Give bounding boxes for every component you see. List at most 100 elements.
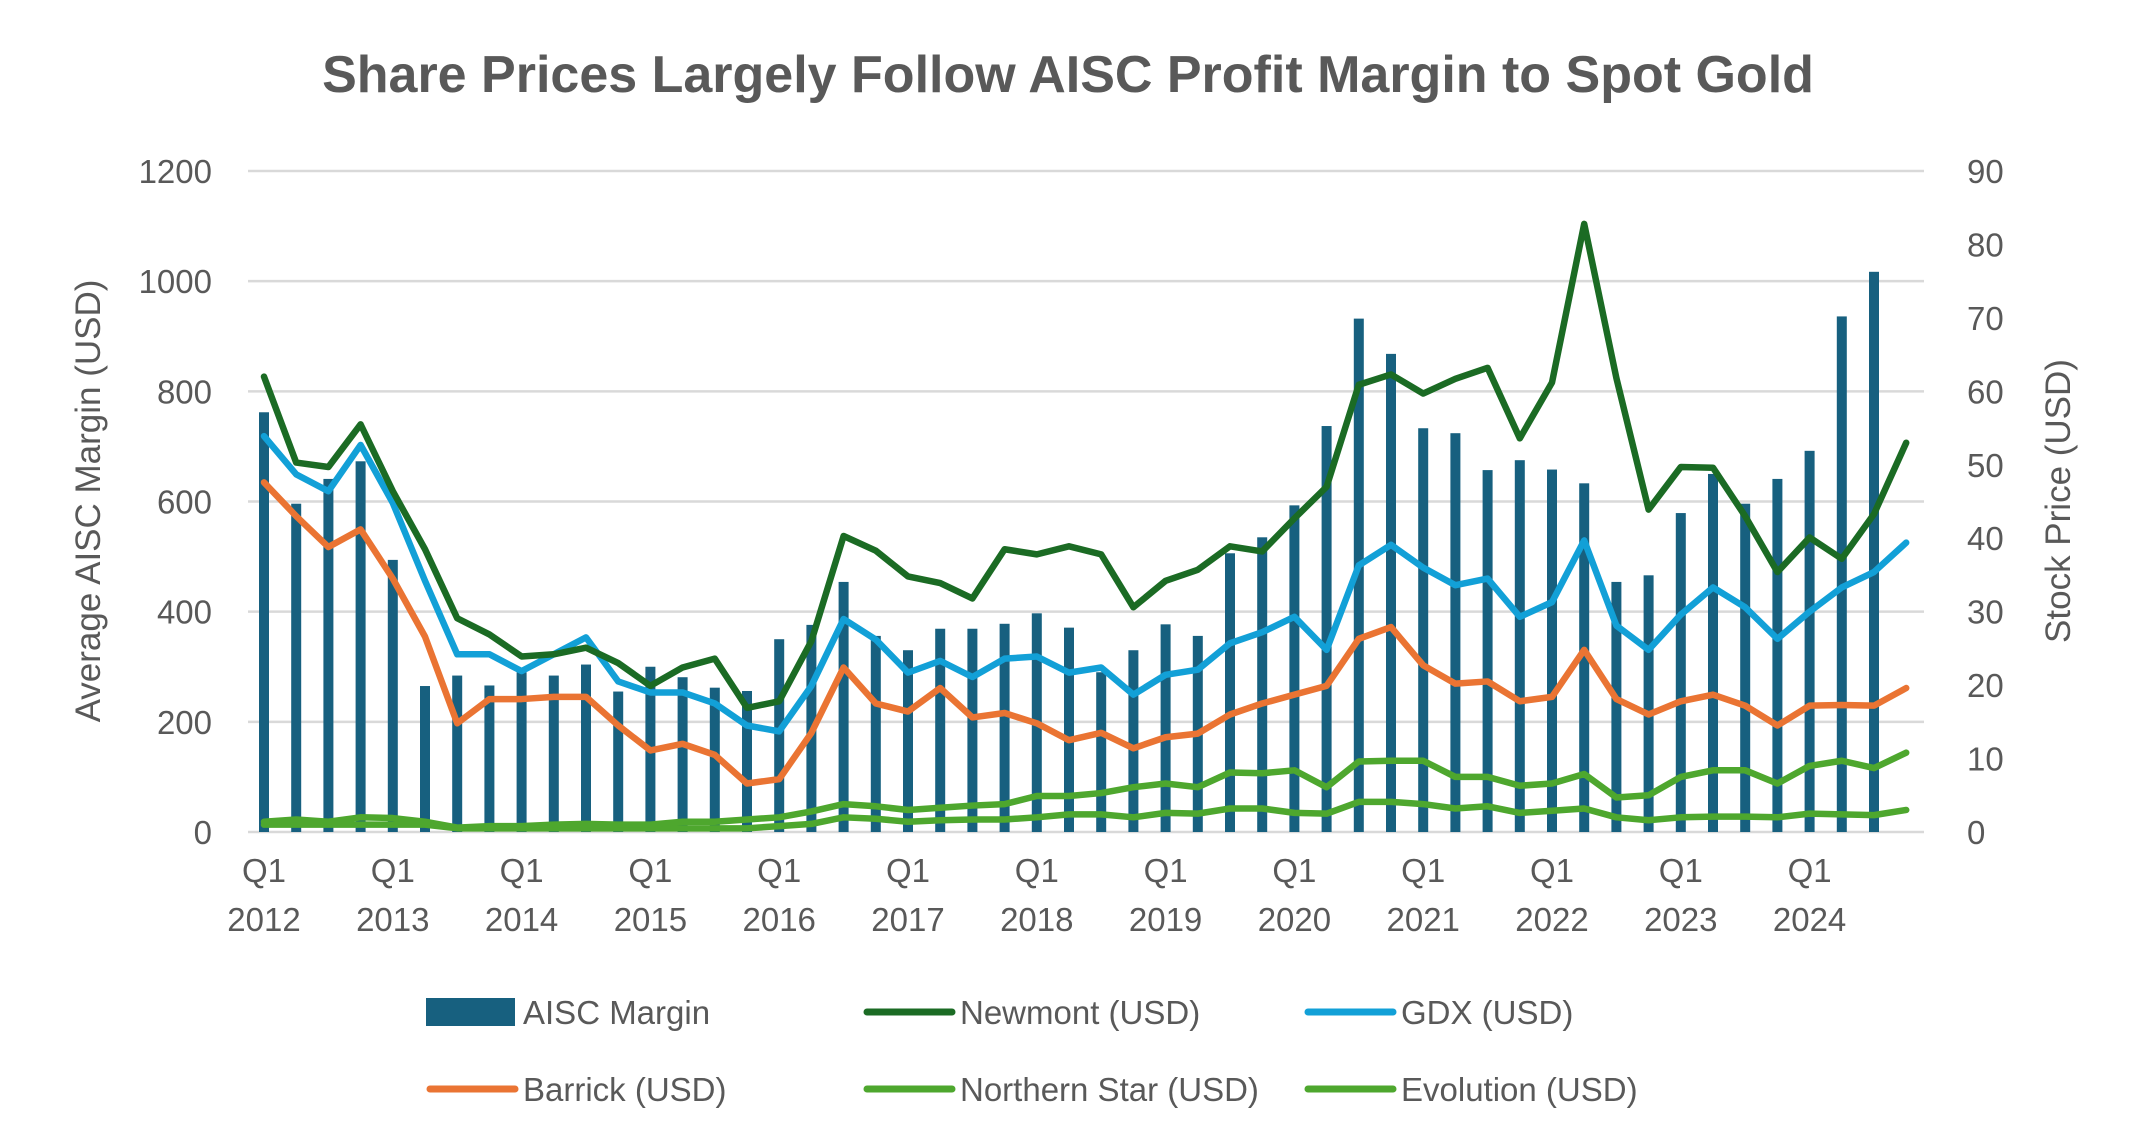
bar-aisc-margin	[1772, 478, 1783, 832]
right-tick-label: 90	[1967, 153, 2004, 190]
legend-item: Northern Star (USD)	[863, 1071, 1259, 1108]
bar-aisc-margin	[1064, 627, 1074, 832]
legend-label: AISC Margin	[523, 994, 710, 1031]
bar-aisc-margin	[1128, 650, 1139, 832]
chart-title: Share Prices Largely Follow AISC Profit …	[322, 46, 1814, 104]
legend-item: Newmont (USD)	[863, 994, 1200, 1031]
x-tick-year: 2012	[227, 901, 300, 938]
bar-aisc-margin	[774, 639, 785, 832]
x-tick-quarter: Q1	[1788, 852, 1832, 889]
legend-item: AISC Margin	[426, 994, 710, 1031]
x-tick-quarter: Q1	[628, 852, 672, 889]
bar-aisc-margin	[999, 623, 1010, 832]
bar-aisc-margin	[1514, 460, 1525, 832]
bar-aisc-margin	[967, 628, 978, 832]
x-tick-year: 2023	[1644, 901, 1717, 938]
bar-aisc-margin	[677, 677, 688, 832]
x-tick-quarter: Q1	[1401, 852, 1445, 889]
legend-label: Evolution (USD)	[1401, 1071, 1638, 1108]
left-axis-ticks: 0 200 400 600 800 1000 1200	[139, 153, 212, 851]
line-gdx-usd	[260, 432, 1910, 735]
right-tick-label: 10	[1967, 741, 2004, 778]
left-tick-label: 1000	[139, 263, 212, 300]
bar-aisc-margin	[1160, 624, 1171, 832]
left-axis-title: Average AISC Margin (USD)	[69, 280, 108, 723]
x-tick-year: 2019	[1129, 901, 1202, 938]
left-tick-label: 400	[157, 594, 212, 631]
bar-aisc-margin	[1386, 353, 1396, 832]
bar-aisc-margin	[1611, 581, 1622, 832]
left-tick-label: 600	[157, 484, 212, 521]
right-axis-title: Stock Price (USD)	[2039, 359, 2078, 643]
left-tick-label: 800	[157, 373, 212, 410]
bar-aisc-margin	[838, 581, 849, 832]
bar-aisc-margin	[1450, 433, 1461, 832]
x-tick-year: 2022	[1515, 901, 1588, 938]
legend-item: Evolution (USD)	[1304, 1071, 1638, 1108]
x-tick-year: 2020	[1258, 901, 1331, 938]
x-tick-quarter: Q1	[500, 852, 544, 889]
bar-aisc-margin	[870, 635, 881, 832]
right-tick-label: 0	[1967, 814, 1985, 851]
line-barrick-usd	[260, 479, 1910, 787]
x-tick-quarter: Q1	[757, 852, 801, 889]
bar-aisc-margin	[1836, 316, 1847, 832]
bar-aisc-margin	[259, 412, 269, 832]
legend-item: GDX (USD)	[1304, 994, 1573, 1031]
legend-label: Newmont (USD)	[960, 994, 1200, 1031]
line-newmont-usd	[260, 220, 1910, 712]
x-tick-quarter: Q1	[242, 852, 286, 889]
right-tick-label: 40	[1967, 520, 2004, 557]
bar-aisc-margin	[1096, 672, 1107, 832]
bar-aisc-margin	[1740, 503, 1751, 832]
x-tick-year: 2016	[742, 901, 815, 938]
bar-aisc-margin	[1482, 470, 1493, 832]
x-tick-quarter: Q1	[886, 852, 930, 889]
bar-aisc-margin	[1804, 450, 1815, 832]
bar-aisc-margin	[903, 650, 913, 832]
x-tick-year: 2015	[614, 901, 687, 938]
bar-aisc-margin	[387, 559, 398, 832]
bar-aisc-margin	[1353, 318, 1364, 833]
legend-label: Barrick (USD)	[523, 1071, 727, 1108]
bar-aisc-margin	[484, 685, 495, 832]
bar-aisc-margin	[1418, 428, 1429, 832]
x-tick-year: 2017	[871, 901, 944, 938]
bar-aisc-margin	[323, 478, 334, 832]
legend-swatch-bar	[426, 998, 515, 1026]
gridlines	[248, 169, 1924, 834]
bar-aisc-margin	[742, 690, 752, 832]
left-tick-label: 1200	[139, 153, 212, 190]
lines	[260, 220, 1910, 832]
x-tick-year: 2014	[485, 901, 558, 938]
x-tick-quarter: Q1	[1272, 852, 1316, 889]
bar-aisc-margin	[1675, 513, 1686, 832]
bar-aisc-margin	[1289, 505, 1300, 832]
bar-aisc-margin	[1547, 469, 1557, 832]
right-axis-ticks: 0 10 20 30 40 50 60 70 80 90	[1967, 153, 2004, 851]
right-tick-label: 70	[1967, 300, 2004, 337]
x-tick-quarter: Q1	[1659, 852, 1703, 889]
right-tick-label: 80	[1967, 226, 2004, 263]
bar-aisc-margin	[581, 664, 591, 832]
bar-aisc-margin	[355, 461, 366, 832]
bars	[259, 271, 1879, 833]
x-tick-year: 2021	[1386, 901, 1459, 938]
bar-aisc-margin	[1321, 426, 1332, 832]
right-tick-label: 50	[1967, 447, 2004, 484]
right-tick-label: 30	[1967, 594, 2004, 631]
left-tick-label: 200	[157, 704, 212, 741]
bar-aisc-margin	[291, 503, 302, 832]
bar-aisc-margin	[1643, 575, 1654, 832]
bar-aisc-margin	[516, 672, 527, 832]
x-tick-quarter: Q1	[1144, 852, 1188, 889]
bar-aisc-margin	[548, 675, 559, 832]
bar-aisc-margin	[709, 687, 720, 832]
bar-aisc-margin	[452, 675, 463, 832]
x-tick-quarter: Q1	[371, 852, 415, 889]
bar-aisc-margin	[1257, 537, 1268, 832]
right-tick-label: 20	[1967, 667, 2004, 704]
legend-item: Barrick (USD)	[426, 1071, 727, 1108]
x-tick-year: 2018	[1000, 901, 1073, 938]
bar-aisc-margin	[1708, 473, 1718, 832]
